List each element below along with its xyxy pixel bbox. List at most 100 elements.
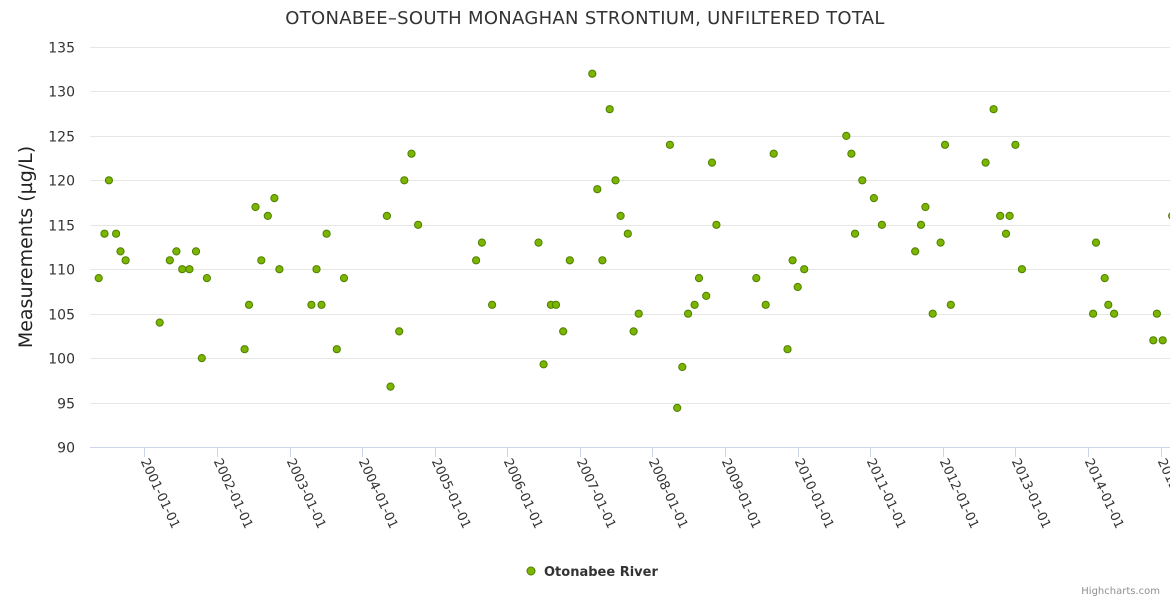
data-point[interactable]: [1104, 300, 1113, 309]
data-point[interactable]: [539, 360, 548, 369]
data-point[interactable]: [322, 229, 331, 238]
data-point[interactable]: [116, 247, 125, 256]
data-point[interactable]: [477, 238, 486, 247]
data-point[interactable]: [605, 105, 614, 114]
data-point[interactable]: [707, 158, 717, 167]
data-point[interactable]: [702, 291, 711, 300]
data-point[interactable]: [598, 256, 607, 265]
data-point[interactable]: [1100, 274, 1109, 283]
legend-marker[interactable]: [526, 566, 536, 576]
data-point[interactable]: [593, 185, 602, 194]
data-point[interactable]: [761, 300, 770, 309]
data-point[interactable]: [104, 176, 114, 185]
data-point[interactable]: [793, 282, 802, 292]
data-point[interactable]: [263, 211, 272, 220]
data-point[interactable]: [634, 309, 643, 318]
data-point[interactable]: [1110, 309, 1119, 318]
data-point[interactable]: [981, 158, 990, 167]
data-point[interactable]: [588, 69, 597, 78]
data-point[interactable]: [270, 194, 279, 203]
data-point[interactable]: [244, 300, 254, 309]
data-point[interactable]: [172, 247, 181, 256]
data-point[interactable]: [858, 176, 867, 185]
data-point[interactable]: [534, 238, 543, 247]
data-point[interactable]: [940, 140, 950, 149]
data-point[interactable]: [611, 176, 620, 185]
data-point[interactable]: [928, 309, 937, 318]
data-point[interactable]: [996, 211, 1005, 220]
legend-label[interactable]: Otonabee River: [544, 565, 658, 580]
data-point[interactable]: [100, 229, 109, 238]
data-point[interactable]: [690, 300, 699, 309]
data-point[interactable]: [946, 300, 955, 309]
data-point[interactable]: [565, 256, 574, 265]
data-point[interactable]: [842, 131, 851, 140]
data-point[interactable]: [1158, 336, 1167, 345]
data-point[interactable]: [251, 202, 260, 212]
data-point[interactable]: [395, 327, 404, 336]
data-point[interactable]: [1149, 336, 1158, 345]
data-point[interactable]: [275, 265, 284, 274]
data-point[interactable]: [240, 345, 249, 354]
data-point[interactable]: [472, 256, 481, 265]
data-point[interactable]: [1001, 229, 1011, 238]
data-point[interactable]: [202, 274, 211, 283]
data-point[interactable]: [877, 220, 887, 229]
data-point[interactable]: [332, 345, 341, 354]
data-point[interactable]: [629, 327, 638, 336]
data-point[interactable]: [339, 274, 349, 283]
data-point[interactable]: [936, 238, 945, 247]
data-point[interactable]: [400, 176, 409, 185]
data-point[interactable]: [712, 220, 721, 229]
data-point[interactable]: [869, 194, 879, 203]
data-point[interactable]: [752, 274, 761, 283]
data-point[interactable]: [185, 265, 194, 274]
data-point[interactable]: [788, 256, 797, 265]
data-point[interactable]: [121, 256, 130, 265]
data-point[interactable]: [694, 274, 704, 283]
data-point[interactable]: [1091, 238, 1101, 247]
data-point[interactable]: [800, 265, 809, 274]
data-point[interactable]: [488, 300, 497, 309]
data-point[interactable]: [847, 149, 856, 158]
data-point[interactable]: [1089, 309, 1098, 318]
data-point[interactable]: [1017, 265, 1027, 274]
data-point[interactable]: [783, 345, 792, 354]
x-axis: 2001-01-01 2002-01-01 2003-01-01 2004-01-01…: [90, 447, 1170, 531]
data-point[interactable]: [307, 300, 316, 309]
data-point[interactable]: [989, 105, 998, 114]
data-point[interactable]: [1005, 211, 1014, 220]
data-point[interactable]: [191, 247, 201, 256]
x-tick-label: 2009-01-01: [718, 456, 764, 531]
data-point[interactable]: [850, 229, 860, 238]
data-point[interactable]: [197, 354, 206, 363]
data-point[interactable]: [911, 247, 920, 256]
credits-link[interactable]: Highcharts.com: [1081, 586, 1160, 597]
data-point[interactable]: [551, 300, 561, 309]
data-point[interactable]: [1152, 309, 1162, 318]
data-point[interactable]: [623, 229, 632, 238]
data-point[interactable]: [921, 202, 930, 212]
data-point[interactable]: [155, 318, 164, 327]
data-point[interactable]: [112, 229, 121, 238]
data-point[interactable]: [407, 149, 416, 158]
data-point[interactable]: [317, 300, 326, 309]
data-point[interactable]: [312, 265, 321, 274]
legend[interactable]: Otonabee River: [526, 565, 658, 580]
data-point[interactable]: [94, 274, 103, 283]
data-point[interactable]: [386, 382, 395, 391]
data-point[interactable]: [165, 256, 174, 265]
data-point[interactable]: [178, 265, 187, 274]
data-point[interactable]: [1011, 140, 1020, 149]
data-point[interactable]: [414, 220, 423, 229]
data-point[interactable]: [665, 140, 675, 149]
data-point[interactable]: [559, 327, 568, 336]
data-point[interactable]: [769, 149, 778, 158]
data-point[interactable]: [616, 211, 625, 220]
data-point[interactable]: [678, 362, 687, 372]
data-point[interactable]: [382, 211, 391, 220]
data-point[interactable]: [916, 220, 926, 229]
data-point[interactable]: [257, 256, 266, 265]
data-point[interactable]: [673, 403, 682, 412]
data-point[interactable]: [684, 309, 693, 318]
